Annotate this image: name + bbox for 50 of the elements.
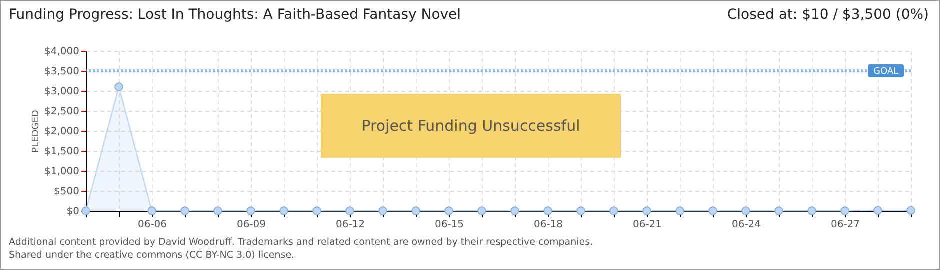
- point: [148, 206, 156, 216]
- y-tick-label: $4,000: [44, 46, 80, 58]
- y-tick-label: $3,000: [44, 86, 80, 98]
- chart-title: Funding Progress: Lost In Thoughts: A Faith-Based Fantasy Novel: [9, 7, 462, 23]
- point: [280, 206, 288, 216]
- y-tick-label: $3,500: [44, 66, 80, 78]
- x-tick-label: 06-09: [236, 220, 266, 230]
- x-tick-label: 06-24: [732, 220, 762, 230]
- x-tick-label: 06-18: [534, 220, 564, 230]
- chart-subtitle: Closed at: $10 / $3,500 (0%): [727, 7, 929, 23]
- point: [610, 206, 618, 216]
- point: [774, 206, 784, 216]
- point: [708, 206, 718, 216]
- x-tick-label: 06-15: [434, 220, 464, 230]
- point: [214, 206, 222, 216]
- y-tick-label: $500: [54, 186, 80, 198]
- point: [378, 206, 388, 216]
- point: [412, 206, 420, 216]
- point: [576, 206, 586, 216]
- point: [312, 206, 322, 216]
- point: [808, 206, 816, 216]
- point: [444, 206, 454, 216]
- point: [642, 206, 652, 216]
- point: [180, 206, 190, 216]
- point: [82, 206, 90, 216]
- point: [742, 206, 750, 216]
- point: [246, 206, 256, 216]
- point: [906, 206, 916, 215]
- point: [874, 206, 882, 215]
- point: [478, 206, 486, 216]
- text: Shared under the creative commons (CC BY-NC 3.0) license.: [9, 250, 295, 261]
- point: [676, 206, 684, 216]
- y-tick-label: $1,500: [44, 146, 80, 158]
- y-tick-label: $0: [66, 206, 80, 218]
- x-tick-label: 06-21: [632, 220, 662, 230]
- point: [544, 206, 552, 216]
- y-tick-label: $2,500: [44, 106, 80, 118]
- x-tick-label: 06-12: [336, 220, 366, 230]
- point: [510, 206, 520, 216]
- y-tick-label: $2,000: [44, 126, 80, 138]
- text: Additional content provided by David Woodruff. Trademarks and related content are owned by their respective companies.: [9, 237, 594, 248]
- ref-line-label: GOAL: [873, 67, 899, 77]
- point: [840, 206, 850, 216]
- point: [346, 206, 354, 216]
- notice-panel: Project Funding Unsuccessful: [321, 94, 621, 158]
- point: [114, 82, 124, 92]
- y-tick-label: $1,000: [44, 166, 80, 178]
- y-axis-title: PLEDGED: [32, 110, 42, 153]
- x-tick-label: 06-06: [138, 220, 168, 230]
- x-tick-label: 06-27: [830, 220, 860, 230]
